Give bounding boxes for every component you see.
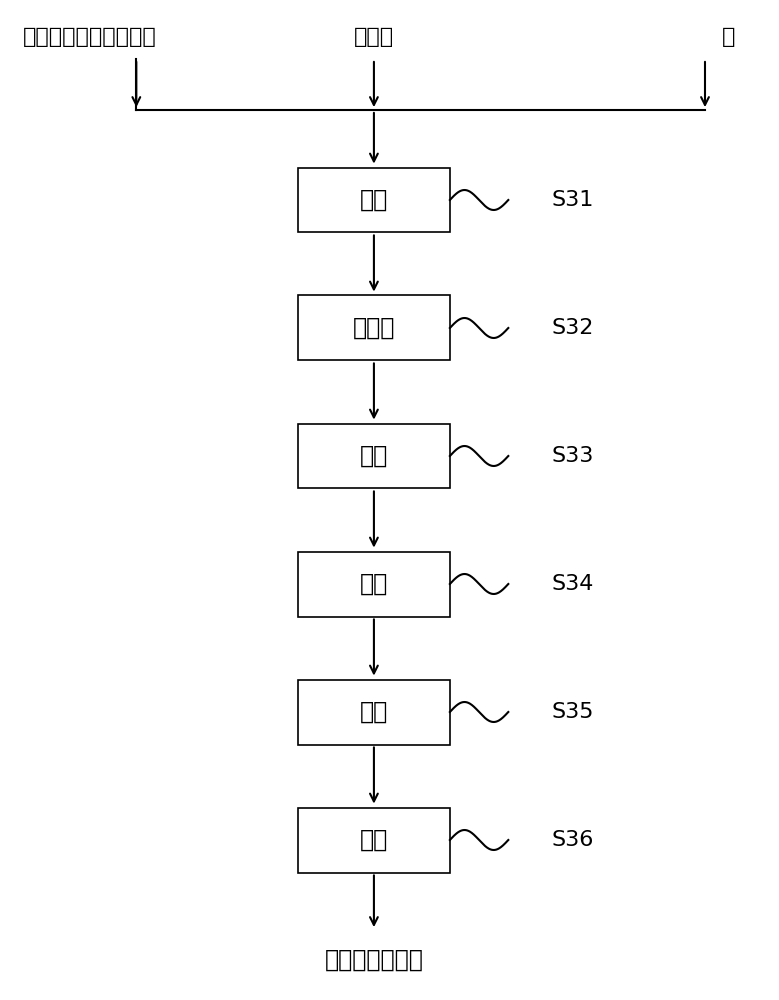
Text: 球磨: 球磨 [360,828,388,852]
FancyBboxPatch shape [298,295,449,360]
Text: 煽烧: 煽烧 [360,444,388,468]
Text: 白云石: 白云石 [354,27,394,47]
FancyBboxPatch shape [298,680,449,744]
Text: 混匀: 混匀 [360,188,388,212]
Text: 煤: 煤 [721,27,735,47]
Text: 破碎: 破碎 [360,700,388,724]
FancyBboxPatch shape [298,424,449,488]
FancyBboxPatch shape [298,808,449,872]
Text: S36: S36 [552,830,594,850]
Text: S35: S35 [552,702,594,722]
Text: S34: S34 [552,574,594,594]
Text: 制球团: 制球团 [353,316,395,340]
Text: S31: S31 [552,190,594,210]
FancyBboxPatch shape [298,552,449,616]
Text: 冷却: 冷却 [360,572,388,596]
FancyBboxPatch shape [298,167,449,232]
Text: S32: S32 [552,318,594,338]
Text: S33: S33 [552,446,594,466]
Text: 土壤调理剂成品: 土壤调理剂成品 [325,948,423,972]
Text: 提纯石英的废弃固体物: 提纯石英的废弃固体物 [23,27,157,47]
